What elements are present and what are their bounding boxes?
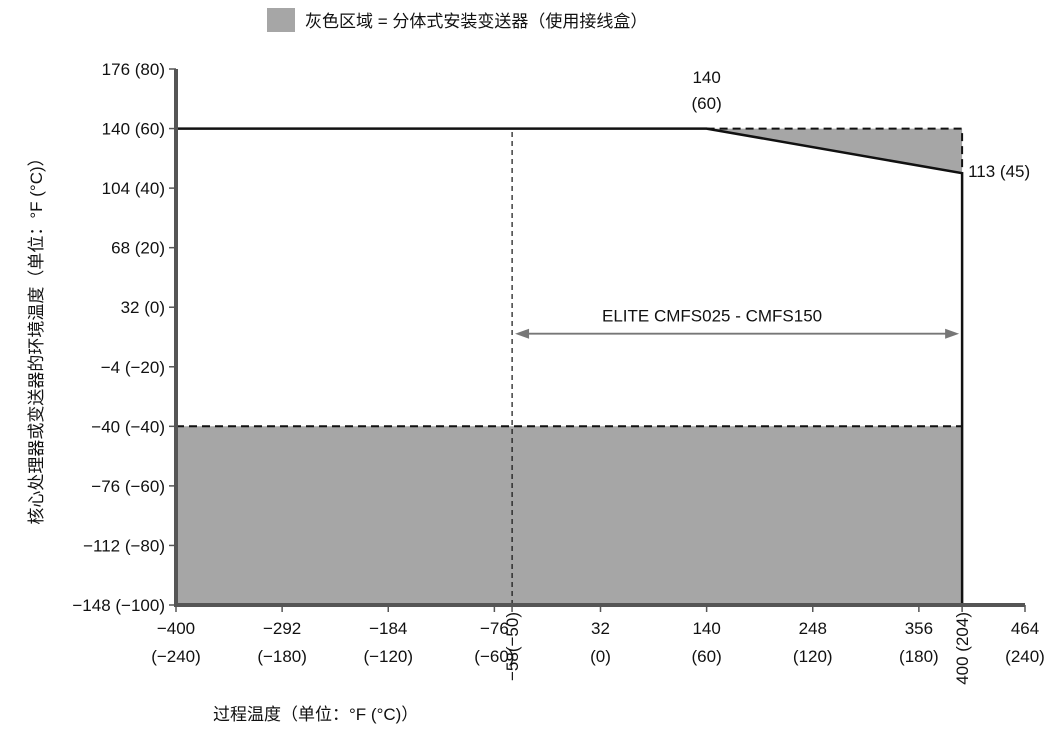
range-arrow-head-right (945, 328, 960, 339)
x-tick-label: −292 (263, 619, 301, 638)
x-tick-label: −76 (480, 619, 509, 638)
legend-swatch (267, 8, 295, 32)
y-tick-label: −40 (−40) (91, 417, 165, 436)
x-tick-label-celsius: (−180) (257, 647, 307, 666)
x-special-tick-label: 400 (204) (953, 612, 972, 685)
x-tick-label: 464 (1011, 619, 1039, 638)
y-tick-label: −112 (−80) (83, 536, 165, 555)
x-tick-label-celsius: (60) (692, 647, 722, 666)
annotation-140-60-line2: (60) (692, 94, 722, 113)
y-tick-label: 68 (20) (111, 239, 165, 258)
y-tick-label: −76 (−60) (91, 477, 165, 496)
y-tick-label: 32 (0) (121, 298, 165, 317)
annotation-113-45: 113 (45) (968, 162, 1030, 181)
legend-label: 灰色区域 = 分体式安装变送器（使用接线盒） (305, 11, 647, 31)
x-tick-label-celsius: (180) (899, 647, 939, 666)
x-tick-label-celsius: (0) (590, 647, 611, 666)
y-tick-label: −4 (−20) (101, 358, 165, 377)
x-tick-label: −184 (369, 619, 407, 638)
x-tick-label-celsius: (240) (1005, 647, 1045, 666)
x-tick-label: 248 (799, 619, 827, 638)
x-axis-title: 过程温度（单位：°F (°C)） (213, 705, 418, 724)
x-tick-label: 356 (905, 619, 933, 638)
x-tick-label: 32 (591, 619, 610, 638)
lower-gray-region (176, 426, 963, 605)
upper-dashed-line (706, 127, 964, 174)
x-tick-label-celsius: (−120) (363, 647, 413, 666)
y-tick-label: 140 (60) (102, 120, 165, 139)
y-tick-label: 104 (40) (102, 179, 165, 198)
x-special-tick-label: −58(−50) (503, 612, 522, 681)
y-tick-label: −148 (−100) (72, 596, 165, 615)
y-tick-label: 176 (80) (102, 60, 165, 79)
x-tick-label-celsius: (−60) (474, 647, 514, 666)
x-tick-label: 140 (692, 619, 720, 638)
x-tick-label-celsius: (−240) (151, 647, 201, 666)
y-axis-title: 核心处理器或变送器的环境温度（单位：°F (°C)） (27, 149, 46, 524)
range-arrow-head-left (515, 328, 530, 339)
x-tick-label-celsius: (120) (793, 647, 833, 666)
x-tick-label: −400 (157, 619, 195, 638)
annotation-140-60-line1: 140 (692, 68, 720, 87)
range-arrow-label: ELITE CMFS025 - CMFS150 (602, 307, 822, 326)
operating-envelope-line (176, 127, 964, 605)
